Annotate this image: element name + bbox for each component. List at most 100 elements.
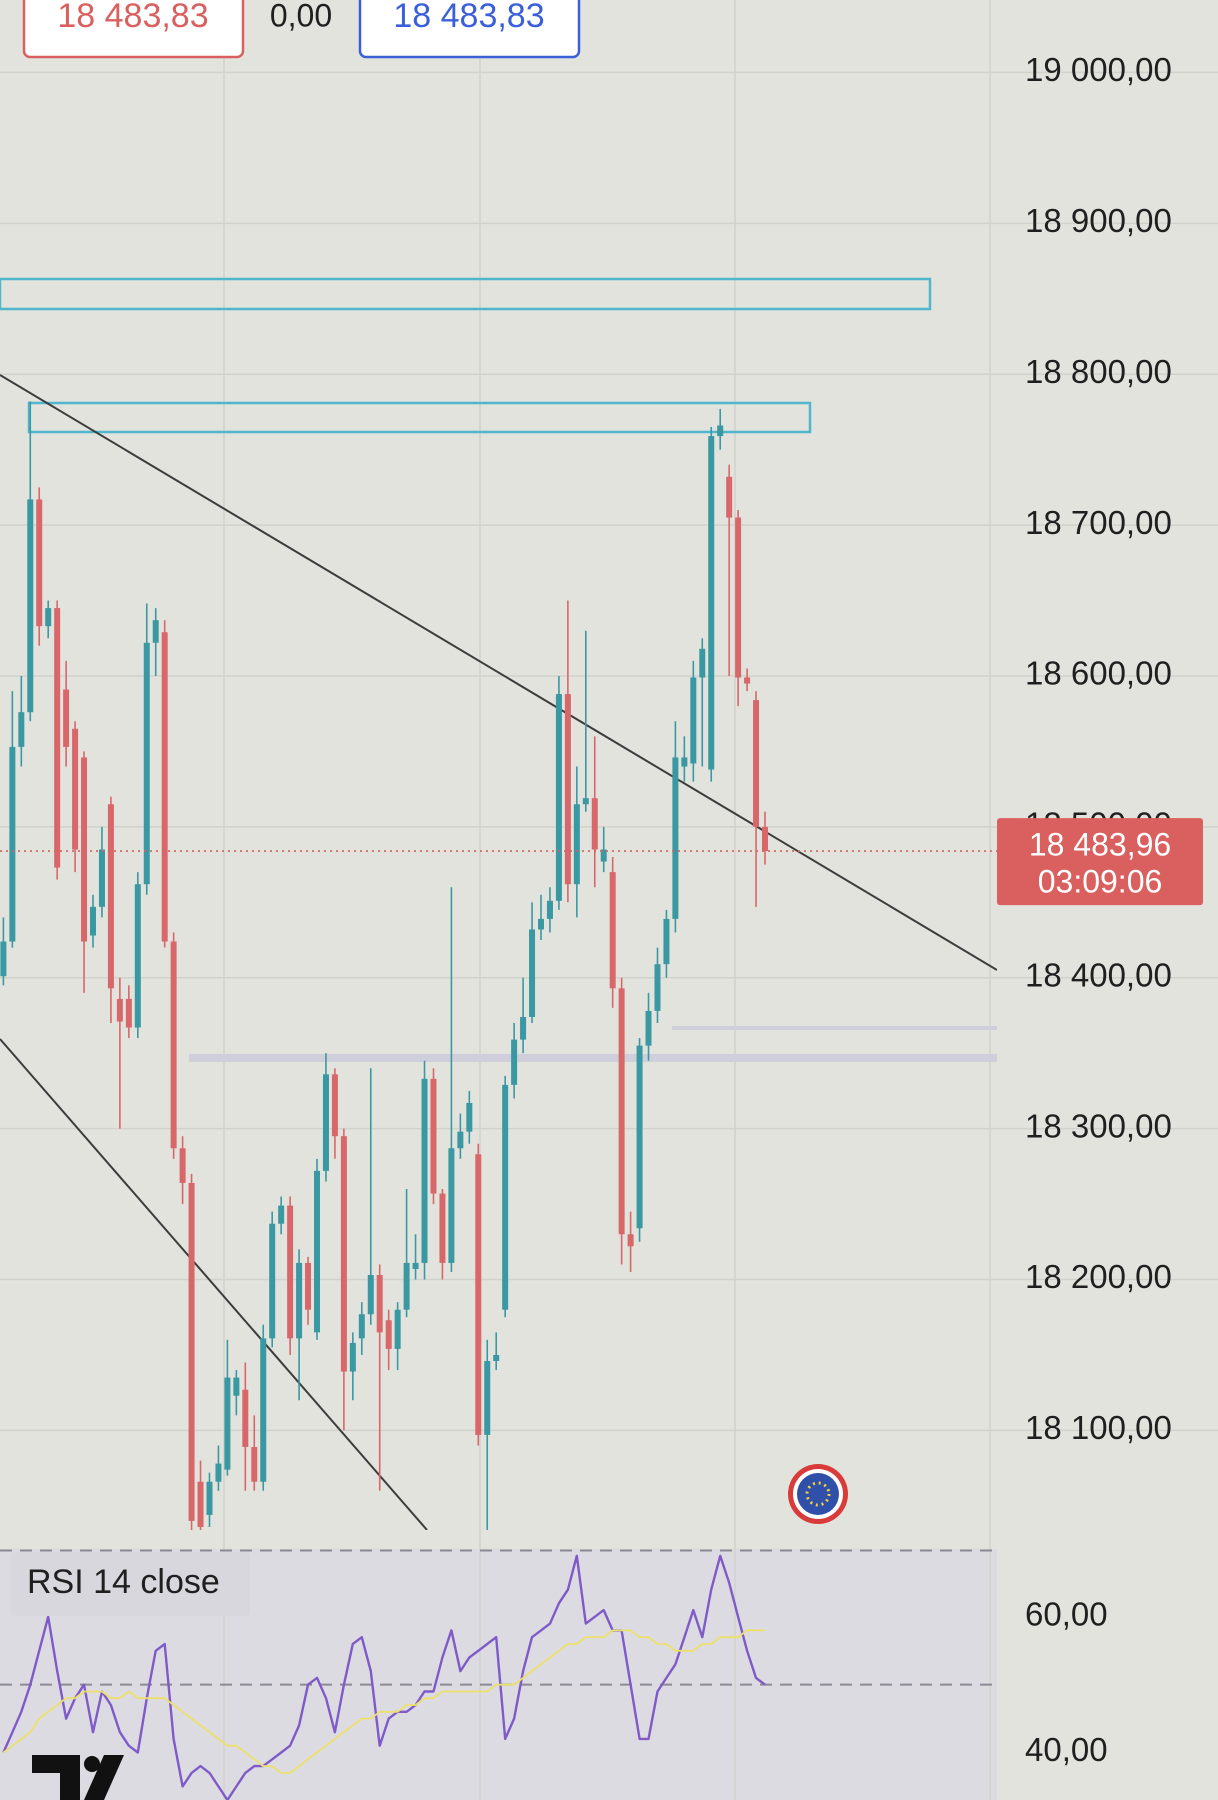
y-tick-label: 18 400,00: [1025, 956, 1172, 993]
candle-body: [457, 1131, 464, 1149]
candle-body: [511, 1039, 518, 1085]
candle-body: [242, 1389, 249, 1448]
candle-body: [412, 1262, 419, 1269]
candle-body: [376, 1275, 383, 1333]
price-tag-value: 18 483,96: [1029, 827, 1171, 863]
candle-body: [322, 1074, 329, 1171]
candle-body: [63, 689, 70, 747]
candle-body: [27, 499, 34, 713]
y-tick-label: 60,00: [1025, 1596, 1108, 1633]
candle-body: [72, 728, 79, 850]
candle-body: [161, 632, 168, 942]
rsi-lines: [0, 1549, 997, 1800]
candle-body: [81, 757, 88, 942]
candle-body: [224, 1377, 231, 1470]
candle-body: [735, 517, 742, 678]
candle-body: [618, 988, 625, 1235]
candle-body: [609, 872, 616, 989]
candle-body: [331, 1074, 338, 1137]
candle-body: [367, 1275, 374, 1315]
candle-body: [54, 608, 61, 868]
candle-body: [305, 1262, 312, 1310]
y-tick-label: 18 700,00: [1025, 504, 1172, 541]
candle-body: [520, 1016, 527, 1040]
candle-body: [636, 1045, 643, 1229]
candle-body: [538, 918, 544, 930]
candle-body: [197, 1481, 204, 1527]
candle-body: [269, 1223, 276, 1339]
logo-part[interactable]: [84, 1756, 100, 1772]
header: 18 483,83 0,00 18 483,83: [22, 0, 581, 59]
candle-body: [627, 1234, 634, 1247]
candle-body: [116, 998, 123, 1022]
candle-body: [296, 1262, 303, 1339]
candle-body: [152, 620, 159, 643]
candle-body: [107, 804, 114, 989]
candle-body: [134, 884, 141, 1028]
rsi-axis: 40,00 60,00: [1025, 1596, 1108, 1769]
zone-box: [0, 277, 932, 311]
candle-body: [546, 900, 553, 919]
flag-stars[interactable]: [805, 1481, 831, 1507]
candle-body: [744, 677, 751, 684]
candle-body: [591, 798, 598, 850]
candle-body: [475, 1154, 482, 1435]
rsi-line: [2, 1554, 766, 1800]
candle-body: [278, 1205, 285, 1224]
ask-price: 18 483,83: [393, 0, 544, 35]
candle-body: [439, 1193, 446, 1263]
logo-part[interactable]: [84, 1755, 124, 1800]
candle-body: [663, 918, 670, 965]
rsi-title: RSI 14 close: [27, 1563, 220, 1601]
zone-band: [672, 1026, 997, 1030]
bid-price: 18 483,83: [57, 0, 208, 35]
tv-logo[interactable]: [32, 1755, 124, 1800]
candle-body: [18, 712, 25, 747]
candle-body: [45, 608, 52, 627]
candle-body: [762, 826, 768, 852]
y-tick-label: 18 800,00: [1025, 353, 1172, 390]
spread: 0,00: [270, 0, 332, 33]
candle-body: [448, 1148, 455, 1263]
rsi-line: [2, 1629, 765, 1774]
logo-part[interactable]: [32, 1755, 80, 1800]
y-tick-label: 18 900,00: [1025, 202, 1172, 239]
y-tick-label: 19 000,00: [1025, 51, 1172, 88]
zone-band: [189, 1054, 997, 1062]
candle-body: [582, 798, 589, 805]
candle-body: [717, 425, 724, 437]
candle-body: [421, 1078, 428, 1263]
rsi-legend: RSI 14 close: [11, 1552, 250, 1616]
candle-body: [753, 700, 760, 827]
zone-box: [27, 401, 812, 434]
candle-body: [484, 1361, 491, 1435]
candle-body: [555, 694, 562, 901]
candle-body: [260, 1338, 267, 1482]
candle-body: [349, 1342, 356, 1372]
candle-body: [699, 648, 706, 678]
candle-body: [90, 906, 96, 936]
candle-body: [233, 1377, 240, 1396]
candle-body: [98, 849, 105, 907]
candle-body: [690, 677, 697, 764]
candle-body: [564, 694, 571, 885]
candle-body: [9, 746, 16, 942]
candle-body: [358, 1314, 365, 1339]
price-tag-countdown: 03:09:06: [1038, 864, 1163, 900]
candle-body: [654, 964, 661, 1011]
y-tick-label: 40,00: [1025, 1731, 1108, 1768]
candle-body: [708, 436, 715, 770]
eu-flag-icon[interactable]: [788, 1464, 848, 1524]
candle-body: [0, 941, 7, 977]
flag-center[interactable]: [797, 1473, 839, 1515]
candle-body: [314, 1170, 320, 1333]
drawings: [0, 277, 997, 1530]
candle-body: [179, 1148, 186, 1183]
candle-body: [600, 849, 607, 862]
candle-body: [645, 1010, 652, 1046]
y-tick-label: 18 300,00: [1025, 1107, 1172, 1144]
candle-body: [206, 1481, 213, 1515]
